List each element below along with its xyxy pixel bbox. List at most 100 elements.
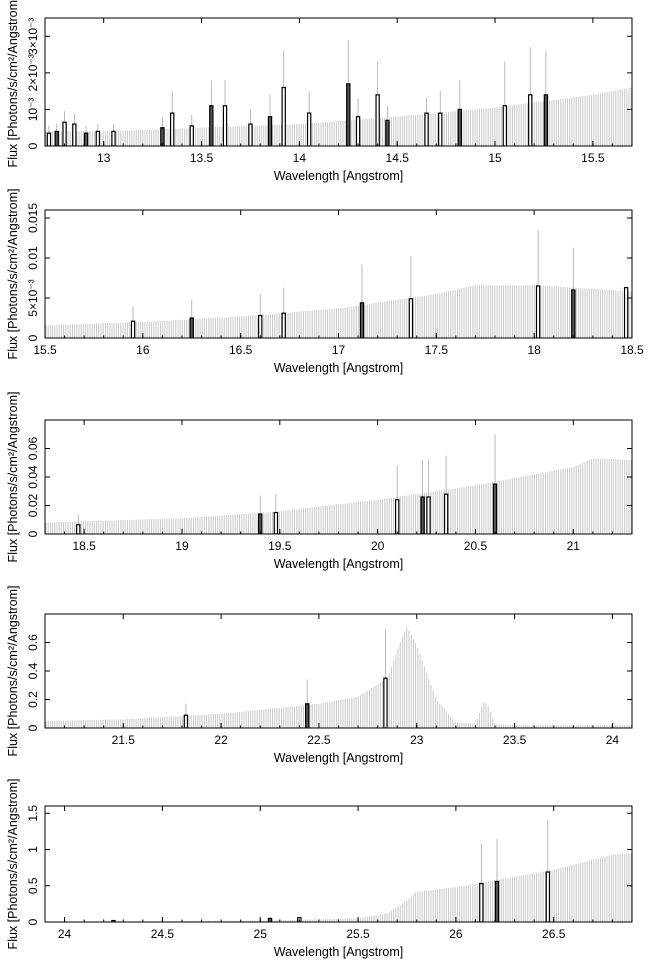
plot-frame [44,805,633,923]
observed-bar [528,94,533,146]
observed-bar [273,512,279,534]
observed-bar [130,320,136,338]
observed-bar [83,132,89,146]
observed-line [408,256,414,338]
plot-area [45,434,632,534]
y-tick-label: 3×10⁻³ [26,18,40,55]
y-tick-label: 0.2 [26,691,40,708]
observed-bar [355,116,361,146]
observed-bar [267,917,273,922]
observed-bar [424,112,429,146]
x-tick-label: 23.5 [503,733,527,747]
observed-bar [46,132,52,146]
y-axis-label: Flux [Photons/s/cm²/Angstrom] [6,189,20,360]
panel-5: 24 24.5 25 25.5 26 26.5 0 0.5 1 1.5 Wavelength [An… [6,779,633,959]
y-tick-label: 0 [26,530,40,537]
x-axis-label: Wavelength [Angstrom] [274,751,403,765]
observed-line [494,839,500,922]
y-axis-label: Flux [Photons/s/cm²/Angstrom] [6,392,20,563]
x-tick-label: 22.5 [307,733,331,747]
x-tick-label: 20.5 [464,539,488,553]
observed-bar [457,108,463,146]
observed-line [111,124,116,146]
observed-line [273,494,279,534]
observed-bar [189,125,194,146]
plot-area [45,39,632,146]
observed-bar [248,123,253,146]
y-axis: 0 0.02 0.04 0.06 [26,436,632,537]
observed-line [160,116,165,146]
observed-line [281,287,286,338]
x-tick-label: 20 [371,539,385,553]
observed-line [502,61,508,146]
observed-bar [169,112,175,146]
observed-bar [535,285,541,338]
observed-bar [385,119,390,146]
y-axis-label: Flux [Photons/s/cm²/Angstrom] [6,0,20,167]
observed-line [543,50,549,146]
model-spectrum [45,87,632,146]
observed-bar [267,116,273,146]
observed-line [248,109,253,146]
y-tick-label: 0.02 [26,493,40,517]
observed-bar [54,130,59,146]
y-tick-label: 5×10⁻³ [26,279,40,316]
observed-line [479,843,484,922]
observed-bar [72,123,77,146]
observed-line [83,125,89,146]
observed-line [258,495,263,534]
observed-line [54,124,59,146]
y-tick-label: 1.5 [26,805,40,822]
y-axis: 0 5×10⁻³ 0.01 0.015 [26,203,632,341]
x-tick-label: 18 [527,343,541,357]
observed-line [420,459,425,534]
observed-bar [258,315,263,338]
x-tick-label: 25.5 [346,927,370,941]
observed-bar [281,86,286,146]
panel-4: 21.5 22 22.5 23 23.5 24 0 0.2 0.4 0.6 Wavelength [… [6,586,633,765]
x-tick-label: 17 [332,343,346,357]
observed-bar [375,94,380,146]
y-tick-label: 0 [26,334,40,341]
x-tick-label: 13 [97,151,111,165]
observed-line [355,98,361,146]
x-tick-label: 16.5 [229,343,253,357]
observed-line [222,80,228,146]
observed-line [72,113,77,146]
observed-bar [346,83,351,146]
x-tick-label: 14 [293,151,307,165]
x-tick-label: 15.5 [33,343,57,357]
y-tick-label: 0.4 [26,662,40,679]
observed-line [189,299,194,338]
observed-line [623,287,629,338]
panel-1: 13 13.5 14 14.5 15 15.5 0 10⁻³ 2×10⁻³3×10⁻³ Wavel… [6,0,633,183]
observed-bar [281,312,286,338]
observed-line [492,434,498,534]
x-tick-label: 21 [567,539,581,553]
observed-line [346,39,351,146]
observed-line [571,247,576,338]
observed-bar [189,317,194,338]
x-tick-label: 15.5 [581,151,605,165]
x-axis-label: Wavelength [Angstrom] [274,361,403,375]
y-tick-label: 0 [26,918,40,925]
observed-bar [623,287,629,338]
x-axis-label: Wavelength [Angstrom] [274,557,403,571]
observed-line [535,230,541,338]
observed-line [385,105,390,146]
observed-line [457,80,463,146]
x-axis-label: Wavelength [Angstrom] [274,945,403,959]
observed-line [130,306,136,338]
observed-bar [95,130,101,146]
x-tick-label: 24.5 [151,927,175,941]
y-tick-label: 0 [26,142,40,149]
observed-bar [492,483,498,534]
observed-line [424,98,429,146]
x-tick-label: 22 [214,733,228,747]
y-tick-label: 0 [26,724,40,731]
observed-bar [160,127,165,146]
y-axis: 0 10⁻³ 2×10⁻³3×10⁻³ [26,18,632,149]
x-tick-label: 26.5 [542,927,566,941]
x-tick-label: 21.5 [112,733,136,747]
